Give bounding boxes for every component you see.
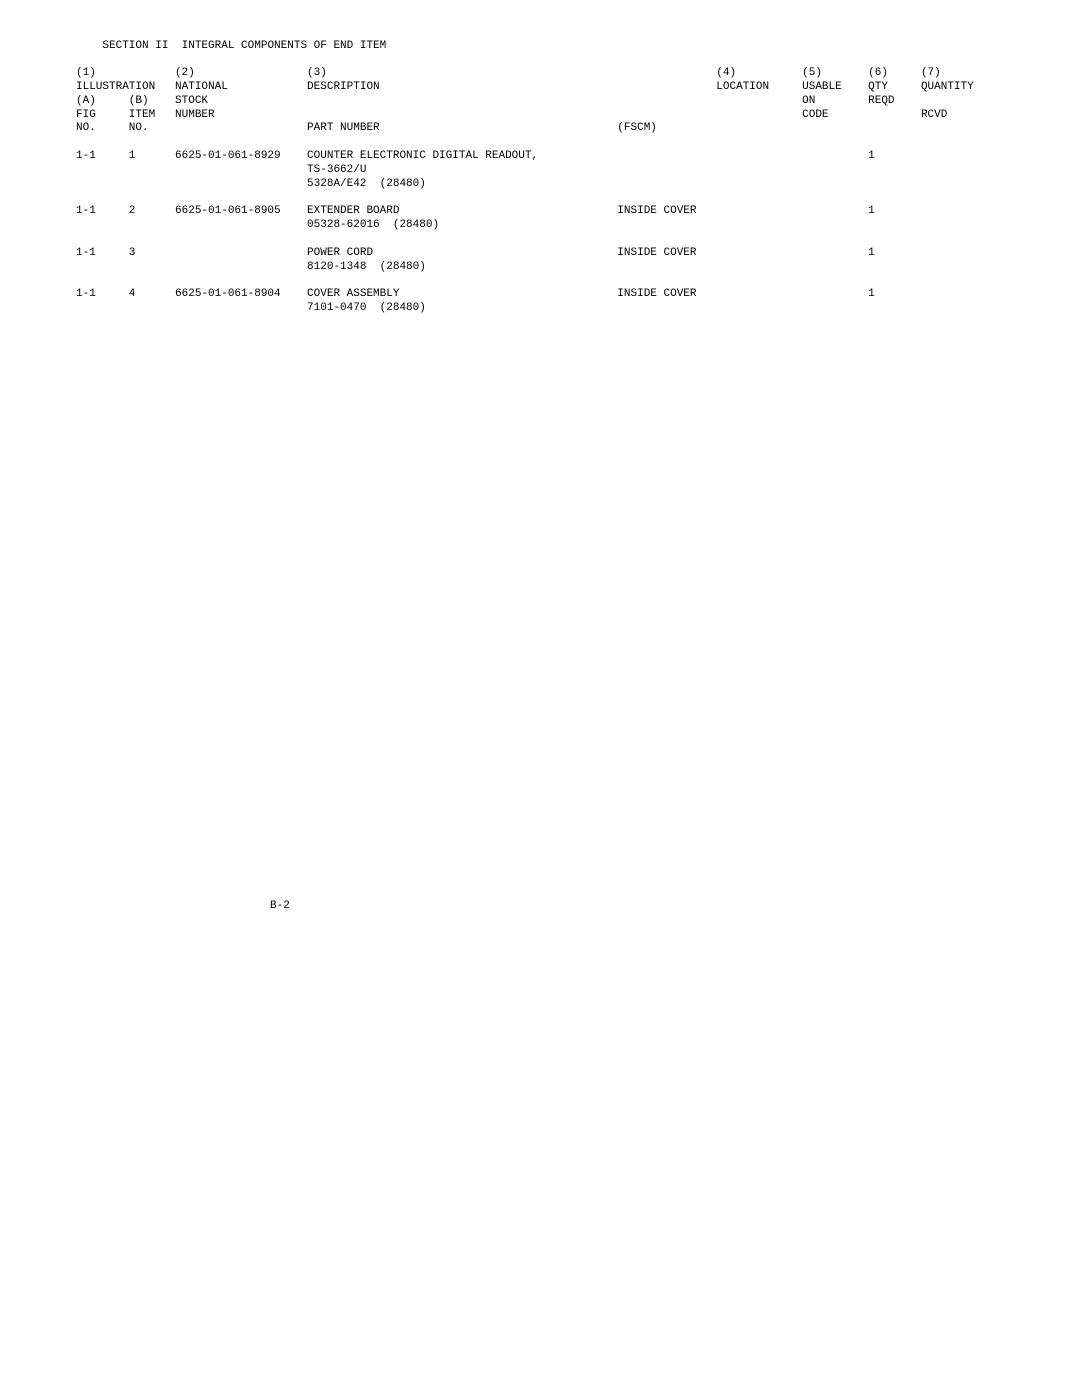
- table-row-cont: 05328-62016 (28480): [76, 219, 1080, 233]
- spacer: [76, 191, 1080, 205]
- table-row: 1-1 1 6625-01-061-8929 COUNTER ELECTRONI…: [76, 150, 1080, 164]
- table-row: 1-1 2 6625-01-061-8905 EXTENDER BOARD IN…: [76, 205, 1080, 219]
- section-title-left: SECTION II: [102, 40, 168, 52]
- table-row: 1-1 3 POWER CORD INSIDE COVER 1: [76, 247, 1080, 261]
- header-row-2: ILLUSTRATION NATIONAL DESCRIPTION LOCATI…: [76, 81, 1080, 95]
- spacer: [76, 233, 1080, 247]
- header-row-5: NO. NO. PART NUMBER (FSCM): [76, 122, 1080, 136]
- section-title-line: SECTION II INTEGRAL COMPONENTS OF END IT…: [76, 26, 1080, 67]
- page-footer: B-2: [270, 900, 290, 914]
- header-row-1: (1) (2) (3) (4) (5) (6) (7): [76, 67, 1080, 81]
- spacer: [76, 316, 1080, 330]
- table-body: 1-1 1 6625-01-061-8929 COUNTER ELECTRONI…: [76, 150, 1080, 330]
- spacer: [76, 274, 1080, 288]
- header-row-4: FIG ITEM NUMBER CODE RCVD: [76, 109, 1080, 123]
- table-row-cont: 5328A/E42 (28480): [76, 178, 1080, 192]
- document-page: SECTION II INTEGRAL COMPONENTS OF END IT…: [0, 0, 1080, 1397]
- table-row: 1-1 4 6625-01-061-8904 COVER ASSEMBLY IN…: [76, 288, 1080, 302]
- section-title-right: INTEGRAL COMPONENTS OF END ITEM: [182, 40, 387, 52]
- header-row-3: (A) (B) STOCK ON REQD: [76, 95, 1080, 109]
- table-row-cont: 7101-0470 (28480): [76, 302, 1080, 316]
- table-row-cont: 8120-1348 (28480): [76, 261, 1080, 275]
- table-row-cont: TS-3662/U: [76, 164, 1080, 178]
- spacer: [76, 136, 1080, 150]
